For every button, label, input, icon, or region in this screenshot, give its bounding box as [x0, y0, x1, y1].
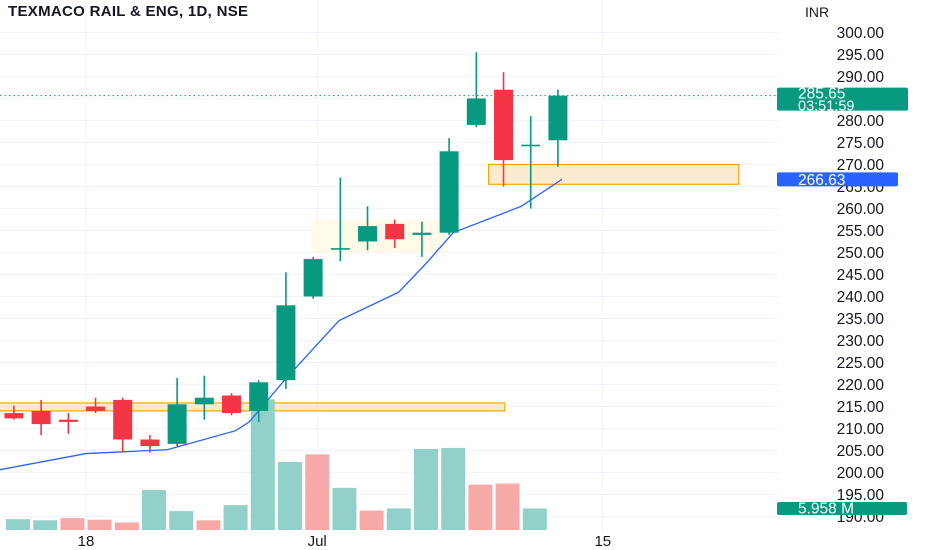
price-tick-label: 255.00 [837, 223, 885, 240]
candle-body [140, 439, 160, 447]
price-tick-label: 230.00 [837, 333, 885, 350]
moving-average-line [0, 178, 563, 471]
chart-title: TEXMACO RAIL & ENG, 1D, NSE [8, 3, 249, 20]
candle-body [494, 89, 514, 161]
time-tick-label: Jul [308, 533, 327, 550]
candle-body [194, 397, 214, 405]
price-tick-label: 205.00 [837, 443, 885, 460]
candle-body [222, 395, 242, 414]
price-tick-label: 235.00 [837, 311, 885, 328]
zone-layer [0, 163, 740, 412]
moving-average-badge [777, 172, 898, 187]
price-tick-label: 195.00 [837, 487, 885, 504]
last-price-badge [777, 87, 908, 111]
volume-bar [522, 508, 547, 530]
candle-body [439, 151, 459, 233]
candle-body [385, 223, 405, 240]
candle-body [167, 404, 187, 444]
price-tick-label: 240.00 [837, 289, 885, 306]
volume-bar [441, 447, 466, 530]
moving-average-value: 266.63 [798, 172, 845, 189]
price-tick-label: 210.00 [837, 421, 885, 438]
price-tick-label: 260.00 [837, 201, 885, 218]
candle-body [249, 382, 269, 411]
price-axis[interactable]: 300.00295.00290.00285.00280.00275.00270.… [778, 0, 932, 550]
price-tick-label: 220.00 [837, 377, 885, 394]
volume-bar [169, 511, 194, 530]
volume-bar [33, 520, 58, 530]
consolidation-zone [311, 219, 448, 253]
price-tick-label: 200.00 [837, 465, 885, 482]
volume-value: 5.958 M [798, 501, 854, 518]
volume-bar [250, 399, 275, 530]
volume-bar [468, 484, 493, 530]
price-tick-label: 250.00 [837, 245, 885, 262]
volume-badge [777, 502, 907, 515]
moving-average-layer [0, 178, 563, 471]
candle-body [86, 406, 106, 411]
candle-body [548, 95, 568, 141]
last-price-value: 285.65 [798, 86, 845, 103]
price-tick-label: 245.00 [837, 267, 885, 284]
countdown-timer: 03:51:59 [798, 99, 854, 115]
volume-bar [495, 483, 520, 530]
volume-bar [223, 505, 248, 530]
time-tick-label: 18 [78, 533, 95, 550]
candle-body [412, 232, 432, 235]
candle-body [358, 226, 378, 242]
volume-bar [359, 510, 384, 530]
price-tick-label: 215.00 [837, 399, 885, 416]
volume-layer [6, 399, 547, 530]
price-tick-label: 270.00 [837, 157, 885, 174]
candle-body [303, 259, 323, 297]
candle-body [276, 305, 296, 381]
volume-bar [278, 461, 302, 530]
time-axis[interactable]: 18 Jul 15 [78, 533, 611, 550]
candle-body [521, 144, 541, 147]
candle-body [4, 413, 24, 419]
candle-layer [4, 52, 568, 453]
volume-bar [6, 519, 30, 530]
price-tick-label: 225.00 [837, 355, 885, 372]
candle-body [113, 399, 133, 440]
time-tick-label: 15 [594, 533, 611, 550]
volume-bar [386, 508, 411, 530]
volume-bar [305, 454, 330, 530]
volume-bar [196, 520, 221, 530]
volume-bar [60, 518, 85, 530]
volume-bar [87, 519, 112, 530]
volume-bar [114, 522, 139, 530]
currency-label: INR [805, 4, 830, 20]
candle-body [330, 248, 350, 250]
price-tick-label: 290.00 [837, 69, 885, 86]
price-tick-label: 280.00 [837, 113, 885, 130]
volume-bar [414, 449, 438, 530]
price-tick-label: 300.00 [837, 25, 885, 42]
support-zone [487, 163, 740, 185]
price-tick-label: 295.00 [837, 47, 885, 64]
candle-body [58, 419, 78, 422]
price-tick-label: 275.00 [837, 135, 885, 152]
volume-bar [142, 490, 166, 530]
candle-body [466, 98, 486, 125]
candle-body [31, 410, 51, 425]
volume-bar [332, 487, 357, 530]
